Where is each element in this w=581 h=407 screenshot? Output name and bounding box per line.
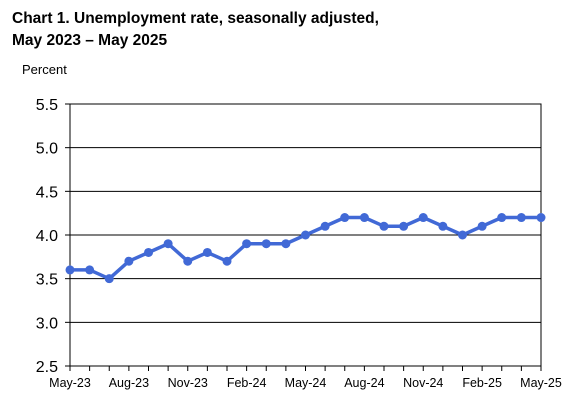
y-tick-label-6: 5.5 [36,97,58,114]
data-point-Jun-23 [85,265,95,275]
data-point-Apr-25 [516,213,526,223]
chart-title: Chart 1. Unemployment rate, seasonally a… [12,8,379,52]
x-tick-label-3: Feb-24 [227,376,267,390]
data-point-Dec-24 [438,221,448,231]
y-tick-label-2: 3.5 [36,272,58,289]
data-point-Feb-24 [242,239,252,249]
x-tick-label-5: Aug-24 [344,376,384,390]
y-tick-label-1: 3.0 [36,315,58,332]
chart-title-line-2: May 2023 – May 2025 [12,32,168,49]
data-point-Jan-24 [222,256,232,266]
data-point-Dec-23 [202,247,212,257]
chart-title-line-1: Chart 1. Unemployment rate, seasonally a… [12,10,379,27]
y-axis-label: Percent [22,62,67,77]
x-axis-ticks: May-23 Aug-23 Nov-23 Feb-24 May-24 Aug-24 Nov-… [49,366,562,390]
x-tick-label-6: Nov-24 [403,376,443,390]
y-tick-label-0: 2.5 [36,359,58,376]
x-tick-label-2: Nov-23 [168,376,208,390]
data-point-Sep-24 [379,221,389,231]
data-point-May-24 [301,230,310,240]
x-tick-label-4: May-24 [285,376,327,390]
data-point-Feb-25 [477,221,487,231]
data-point-Apr-24 [281,239,291,249]
x-tick-label-7: Feb-25 [462,376,502,390]
data-point-Oct-23 [163,239,173,249]
data-point-Oct-24 [399,221,409,231]
data-point-Aug-23 [124,256,134,266]
y-tick-label-3: 4.0 [36,228,58,245]
y-axis-ticks: 2.5 3.0 3.5 4.0 4.5 5.0 5.5 [36,97,70,376]
data-point-Nov-23 [183,256,193,266]
data-point-Jul-24 [340,213,350,223]
data-point-Jul-23 [104,274,114,284]
series-line [68,215,543,281]
data-point-May-25 [536,213,546,223]
data-point-Jan-25 [458,230,467,240]
data-point-May-23 [65,265,75,275]
data-point-Nov-24 [418,213,428,223]
data-point-Sep-23 [144,247,153,257]
y-tick-label-5: 5.0 [36,141,58,158]
data-point-Jun-24 [320,221,330,231]
x-tick-label-1: Aug-23 [109,376,149,390]
data-point-Mar-25 [497,213,507,223]
data-point-Mar-24 [261,239,271,249]
series-points [65,213,546,284]
y-tick-label-4: 4.5 [36,184,58,201]
data-point-Aug-24 [359,213,369,223]
x-tick-label-0: May-23 [49,376,91,390]
x-tick-label-8: May-25 [520,376,562,390]
